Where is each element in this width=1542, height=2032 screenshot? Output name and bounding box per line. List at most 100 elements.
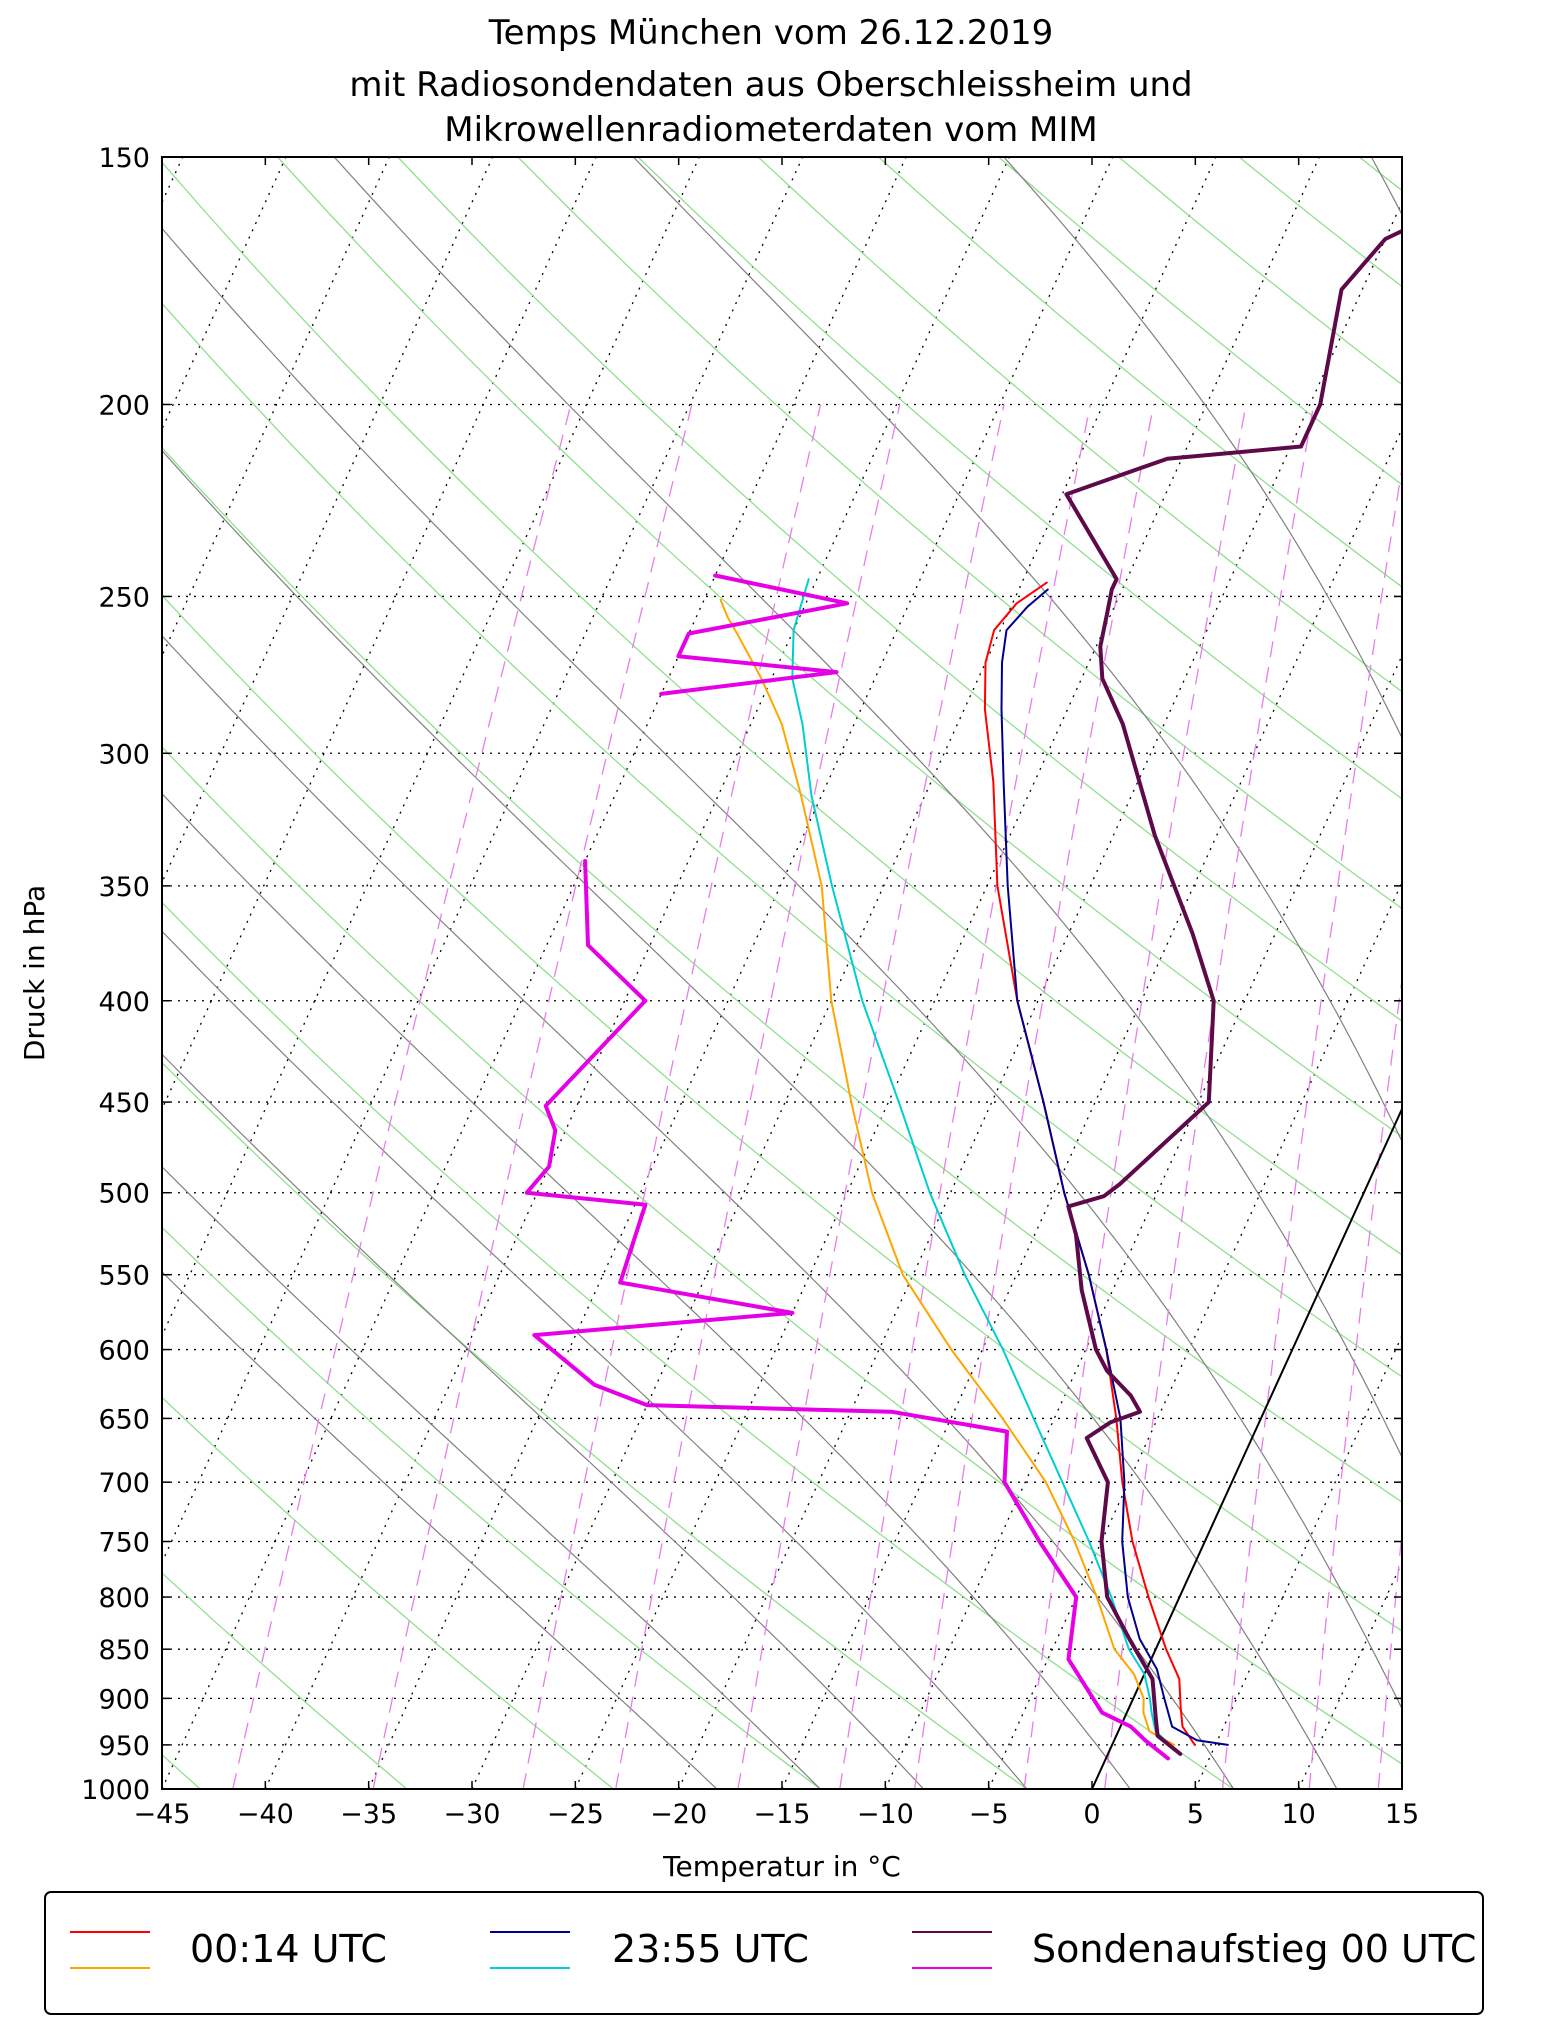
y-tick-label: 350 <box>98 872 150 903</box>
legend: 00:14 UTC 23:55 UTC Sondenaufstieg 00 UT… <box>44 1891 1484 2015</box>
x-tick-label: −5 <box>969 1799 1009 1830</box>
moist-adiabat-line <box>1003 157 1402 740</box>
x-tick-label: −35 <box>340 1799 397 1830</box>
dry-adiabat-line <box>517 157 1402 910</box>
y-axis: 150 200 250 300 350 400 450 500 550 600 650 700 750 8… <box>81 143 1402 1806</box>
isotherm-line <box>471 157 1217 1789</box>
y-tick-label: 900 <box>98 1684 150 1715</box>
legend-label-0014: 00:14 UTC <box>190 1927 387 1971</box>
moist-adiabat-line <box>162 449 1338 1789</box>
y-tick-label: 550 <box>98 1261 150 1292</box>
mixing-ratio-line <box>615 404 901 1789</box>
moist-adiabat-line <box>162 792 1131 1789</box>
dry-adiabat-line <box>162 1572 408 1789</box>
dry-adiabat-line <box>162 161 1402 1256</box>
y-tick-label: 200 <box>98 390 150 421</box>
isotherm-line <box>162 157 804 1564</box>
mixing-ratio-line <box>839 404 1091 1789</box>
isotherm-line <box>988 880 1402 1789</box>
x-tick-label: 5 <box>1187 1799 1204 1830</box>
y-tick-label: 700 <box>98 1468 150 1499</box>
y-tick-label: 300 <box>98 739 150 770</box>
legend-box <box>44 1891 1484 2015</box>
y-tick-label: 250 <box>98 582 150 613</box>
mixing-ratio-line <box>232 404 572 1789</box>
mixing-ratio-line <box>372 404 693 1789</box>
dry-adiabat-line <box>1118 157 1402 386</box>
isotherm-line <box>574 157 1320 1789</box>
mixing-ratio-line <box>1221 464 1402 1789</box>
moist-adiabat-line <box>162 1271 718 1789</box>
y-tick-label: 1000 <box>81 1775 150 1806</box>
mixing-ratio-line <box>913 404 1155 1789</box>
y-tick-label: 950 <box>98 1731 150 1762</box>
y-tick-label: 150 <box>98 143 150 174</box>
isotherm-line <box>781 427 1402 1789</box>
series-line-4 <box>1064 228 1402 1756</box>
isotherm-line <box>162 157 700 1338</box>
dry-adiabat-line <box>162 446 1402 1503</box>
isotherm-line <box>162 157 390 658</box>
isotherm-line <box>1091 1107 1402 1789</box>
x-tick-label: −40 <box>237 1799 294 1830</box>
mixing-ratio-line <box>1436 405 1542 1790</box>
chart-title-line-2: mit Radiosondendaten aus Oberschleisshei… <box>349 65 1192 105</box>
x-tick-label: −15 <box>754 1799 811 1830</box>
moist-adiabat-line <box>333 157 1402 1459</box>
moist-adiabat-line <box>162 1165 821 1789</box>
series-line-5 <box>524 859 1170 1761</box>
isotherm-line <box>162 157 597 1111</box>
dry-adiabat-line <box>1358 157 1402 192</box>
moist-adiabat-line <box>162 227 1402 1711</box>
y-tick-label: 750 <box>98 1528 150 1559</box>
x-tick-label: 0 <box>1083 1799 1100 1830</box>
isotherm-line <box>162 157 907 1789</box>
mixing-ratio-line <box>737 404 1005 1789</box>
dry-adiabat-line <box>397 157 1402 1022</box>
dry-adiabat-line <box>162 1061 1028 1789</box>
series-line-2 <box>1000 588 1229 1746</box>
isotherm-zero-line <box>1091 1106 1402 1789</box>
series-line-0 <box>983 581 1196 1746</box>
x-axis: −45 −40 −35 −30 −25 −20 −15 −10 −5 0 5 10 15 <box>134 157 1419 1830</box>
dry-adiabat-line <box>162 1226 821 1789</box>
legend-label-2355: 23:55 UTC <box>612 1927 809 1971</box>
y-tick-label: 450 <box>98 1088 150 1119</box>
moist-adiabat-line <box>632 157 1402 1143</box>
dry-adiabat-line <box>998 157 1402 486</box>
chart-title-line-3: Mikrowellenradiometerdaten vom MIM <box>444 110 1097 150</box>
reference-lines <box>162 157 1542 1790</box>
dry-adiabat-line <box>757 157 1402 693</box>
plot-frame <box>161 156 1403 1790</box>
x-axis-label: Temperatur in °C <box>662 1850 901 1883</box>
dry-adiabat-line <box>162 746 1402 1765</box>
mixing-ratio-line <box>1104 404 1315 1789</box>
isotherm-line <box>1401 1787 1402 1789</box>
mixing-ratio-line <box>1023 404 1247 1789</box>
isotherm-line <box>162 157 494 884</box>
moist-adiabat-line <box>1370 157 1402 217</box>
moist-adiabat-line <box>162 634 1235 1789</box>
legend-label-sonde: Sondenaufstieg 00 UTC <box>1032 1927 1476 1971</box>
series-layer <box>524 228 1402 1761</box>
moist-adiabat-line <box>162 930 1028 1789</box>
isotherm-line <box>884 654 1402 1789</box>
y-tick-label: 800 <box>98 1583 150 1614</box>
isotherm-line <box>368 157 1114 1789</box>
dry-adiabat-line <box>1479 157 1542 1789</box>
chart-title-line-1: Temps München vom 26.12.2019 <box>488 13 1054 53</box>
y-tick-label: 850 <box>98 1635 150 1666</box>
dry-adiabat-line <box>277 157 1402 1138</box>
series-line-6 <box>659 573 850 696</box>
dry-adiabat-line <box>162 901 1234 1789</box>
dry-adiabat-line <box>637 157 1402 800</box>
y-tick-label: 650 <box>98 1404 150 1435</box>
isotherm-line <box>678 200 1402 1789</box>
mixing-ratio-line <box>522 404 822 1789</box>
x-tick-label: −25 <box>547 1799 604 1830</box>
dry-adiabat-line <box>1238 157 1402 288</box>
x-tick-label: −30 <box>444 1799 501 1830</box>
series-line-3 <box>791 578 1171 1746</box>
y-tick-label: 500 <box>98 1179 150 1210</box>
